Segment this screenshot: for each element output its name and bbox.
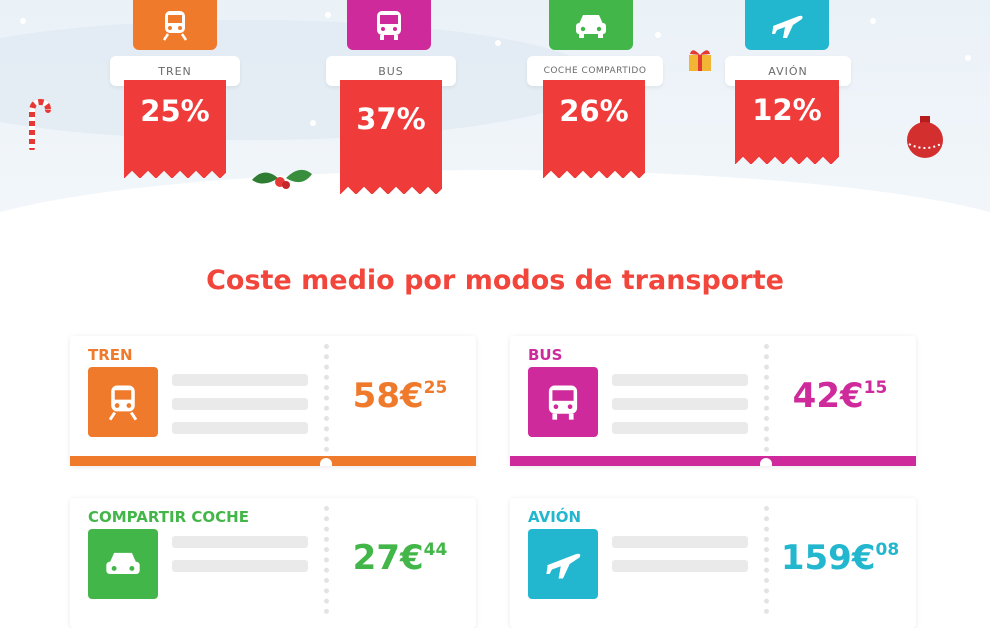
- cost-card-train: TREN 58€25: [70, 336, 476, 466]
- section-heading: Coste medio por modos de transporte: [206, 265, 784, 296]
- snowflake: [325, 12, 331, 18]
- price-cents: 25: [423, 378, 448, 398]
- gift-icon: [689, 50, 711, 71]
- snowflake: [655, 32, 661, 38]
- ticket-divider: [324, 344, 329, 452]
- ticket-divider: [764, 344, 769, 452]
- price-cents: 15: [863, 378, 888, 398]
- train-icon: [108, 385, 138, 421]
- bus-icon: [377, 11, 401, 40]
- cost-price: 159€08: [772, 538, 908, 578]
- cost-card-carpool: COMPARTIR COCHE 27€44: [70, 498, 476, 628]
- price-cents: 08: [875, 540, 900, 560]
- snowflake: [870, 18, 876, 24]
- plane-icon: [772, 15, 803, 39]
- cost-price: 58€25: [332, 376, 468, 416]
- cost-card-icon-box: [528, 529, 598, 599]
- cost-price: 27€44: [332, 538, 468, 578]
- cost-card-icon-box: [88, 529, 158, 599]
- placeholder-line: [172, 398, 308, 410]
- car-icon: [576, 15, 606, 38]
- price-euros: 27€: [352, 538, 424, 578]
- placeholder-line: [172, 560, 308, 572]
- train-icon: [162, 11, 188, 41]
- snowflake: [310, 120, 316, 126]
- placeholder-line: [172, 536, 308, 548]
- mode-percent: 25%: [124, 80, 226, 178]
- snow-hill-back: [0, 20, 600, 140]
- ornament-icon: [907, 116, 943, 158]
- mode-icon-box: [745, 0, 829, 50]
- mode-percent: 37%: [340, 80, 442, 194]
- mode-plane: AVIÓN 12%: [713, 0, 863, 200]
- candy-cane-icon: [29, 98, 51, 150]
- cost-card-plane: AVIÓN 159€08: [510, 498, 916, 628]
- mode-carpool: COCHE COMPARTIDO 26%: [519, 0, 669, 200]
- cost-price: 42€15: [772, 376, 908, 416]
- cost-card-title: COMPARTIR COCHE: [88, 508, 249, 526]
- mode-icon-box: [549, 0, 633, 50]
- price-euros: 58€: [352, 376, 424, 416]
- snowflake: [965, 55, 971, 61]
- car-icon: [106, 552, 140, 574]
- placeholder-line: [612, 560, 748, 572]
- mode-percent: 26%: [543, 80, 645, 178]
- placeholder-line: [172, 422, 308, 434]
- ticket-divider: [764, 506, 769, 614]
- placeholder-line: [612, 422, 748, 434]
- mode-percent: 12%: [735, 80, 839, 164]
- cost-card-icon-box: [88, 367, 158, 437]
- winter-header: TREN 25% BUS 37% COCHE COMPARTIDO 26%: [0, 0, 990, 245]
- ticket-notch: [320, 458, 332, 466]
- mode-icon-box: [347, 0, 431, 50]
- snowflake: [20, 18, 26, 24]
- placeholder-line: [612, 374, 748, 386]
- bus-icon: [548, 385, 578, 420]
- price-cents: 44: [423, 540, 448, 560]
- mode-train: TREN 25%: [100, 0, 250, 200]
- cost-card-icon-box: [528, 367, 598, 437]
- card-color-bar: [510, 456, 916, 466]
- plane-icon: [546, 553, 581, 579]
- placeholder-line: [172, 374, 308, 386]
- card-color-bar: [70, 456, 476, 466]
- holly-icon: [252, 169, 312, 189]
- mode-bus: BUS 37%: [316, 0, 466, 200]
- cost-card-title: AVIÓN: [528, 508, 582, 526]
- ticket-notch: [760, 458, 772, 466]
- mode-icon-box: [133, 0, 217, 50]
- cost-card-title: BUS: [528, 346, 563, 364]
- cost-card-bus: BUS 42€15: [510, 336, 916, 466]
- placeholder-line: [612, 398, 748, 410]
- snowflake: [495, 40, 501, 46]
- placeholder-line: [612, 536, 748, 548]
- price-euros: 159€: [780, 538, 876, 578]
- cost-card-title: TREN: [88, 346, 133, 364]
- price-euros: 42€: [792, 376, 864, 416]
- ticket-divider: [324, 506, 329, 614]
